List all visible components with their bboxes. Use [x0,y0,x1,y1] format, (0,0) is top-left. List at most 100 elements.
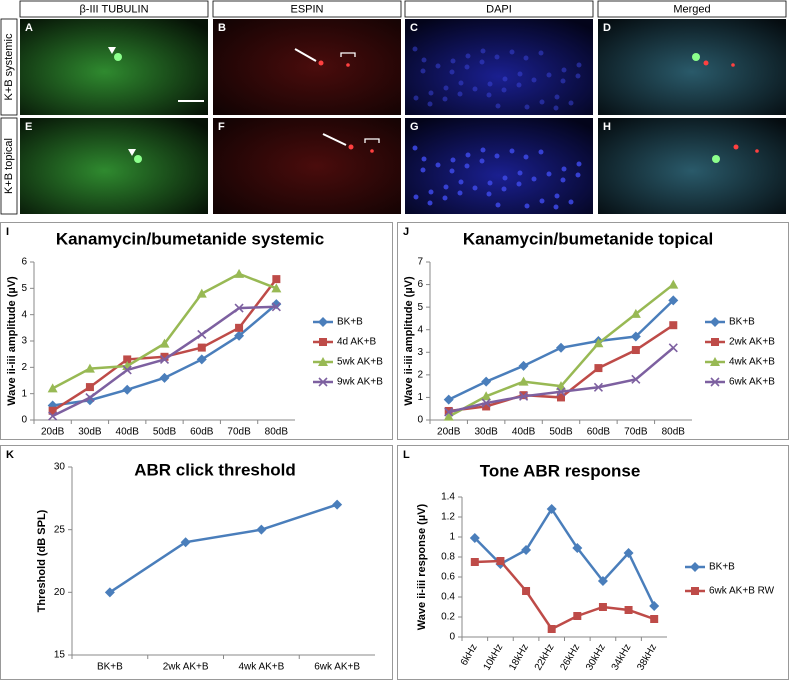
nucleus [546,72,552,78]
chart-title: Tone ABR response [480,461,641,480]
y-tick-label: 0.2 [441,612,455,623]
row-header-box [0,117,18,215]
micrographs: β-III TUBULIN ESPIN DAPI Merged K+B systemic… [0,0,787,215]
micrograph [213,118,401,214]
panel-letter: E [25,121,32,133]
column-header: DAPI [486,3,512,15]
y-axis-label: Wave ii-iii amplitude (µV) [403,276,415,406]
nucleus [576,62,582,68]
hair-cell [731,63,735,67]
legend-label: 2wk AK+B [729,337,775,348]
x-tick-label: 60dB [587,427,611,438]
row-header: K+B topical [3,138,15,194]
bracket [364,138,380,143]
x-tick-label: 30dB [78,427,102,438]
nucleus [539,198,545,204]
marker [196,354,207,365]
nucleus [435,63,441,69]
marker [196,288,207,298]
column-header: Merged [673,3,710,15]
marker [256,524,267,535]
nucleus [516,181,522,187]
nucleus [560,78,566,84]
micrograph [405,118,593,214]
legend-marker [690,562,700,572]
nucleus [554,94,560,100]
x-tick-label: 50dB [153,427,177,438]
marker [546,504,557,514]
nucleus [501,186,507,192]
chart-title: Kanamycin/bumetanide topical [463,229,713,248]
legend-label: 6wk AK+B [729,377,775,388]
marker [197,329,207,339]
panel-letter: L [403,449,410,461]
nucleus [413,194,419,200]
line-chart: L Tone ABR response Wave ii-iii response (… [397,445,789,680]
y-axis-label: Wave ii-iii amplitude (µV) [6,276,18,406]
legend-marker [710,377,720,387]
nucleus [458,179,464,185]
y-tick-label: 3 [417,347,423,358]
marker [482,402,491,411]
column-header: β-III TUBULIN [79,3,148,15]
x-tick-label: 20dB [437,427,461,438]
panel-letter: D [603,22,611,34]
chart-frame [397,222,789,440]
nucleus [487,180,493,186]
marker [159,372,170,383]
micrograph [598,19,786,115]
nucleus [412,145,418,151]
labeled-cell [712,155,720,163]
micrograph [213,19,401,115]
column-header: ESPIN [290,3,323,15]
y-tick-label: 4 [21,309,27,320]
nucleus [516,82,522,88]
nucleus [421,156,427,162]
marker [481,398,491,408]
marker [522,587,531,595]
marker [470,558,479,566]
legend-marker [710,357,720,366]
hair-cell [348,144,354,150]
labeled-cell [114,53,122,61]
marker [234,268,245,278]
marker [469,533,480,543]
panel-letter: C [410,22,418,34]
nucleus [517,71,523,77]
nucleus [442,195,448,201]
y-tick-label: 25 [54,524,66,535]
marker [597,576,608,586]
y-tick-label: 0.8 [441,552,455,563]
nucleus [575,73,581,79]
legend-label: 4d AK+B [337,337,377,348]
y-tick-label: 15 [54,650,66,661]
marker [444,407,454,417]
legend-label: 4wk AK+B [729,357,775,368]
nucleus [480,147,486,153]
nucleus [568,199,574,205]
marker [234,330,245,341]
marker [631,374,641,384]
x-tick-label: 4wk AK+B [238,662,284,673]
marker [48,406,57,415]
column-header-box [597,0,787,18]
marker [650,615,659,623]
marker [556,342,566,353]
nucleus [443,184,449,190]
line-chart: K ABR click threshold Threshold (dB SPL) 15… [0,445,393,680]
nucleus [509,148,515,154]
nucleus [524,203,530,209]
nucleus [561,166,567,172]
arrow [322,133,347,146]
legend-label: BK+B [729,317,755,328]
y-tick-label: 0 [21,415,27,426]
marker [48,411,58,421]
legend-marker [319,338,327,346]
y-tick-label: 20 [54,587,66,598]
x-tick-label: 70dB [624,427,648,438]
marker [668,295,679,306]
nucleus [538,50,544,56]
marker [496,557,505,565]
charts: I Kanamycin/bumetanide systemic Wave ii-ii… [0,222,789,680]
